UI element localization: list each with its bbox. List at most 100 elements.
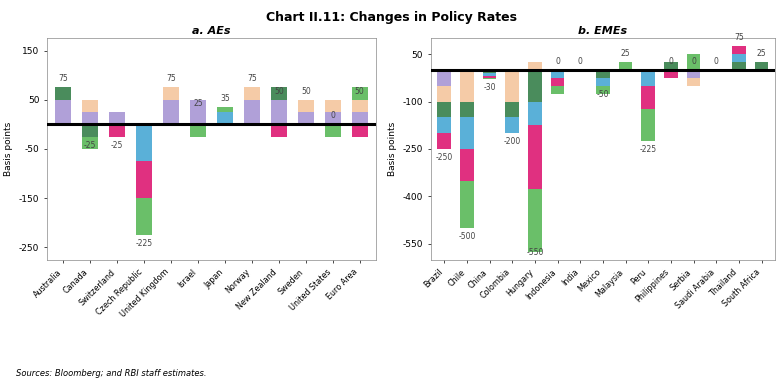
Bar <box>460 70 474 102</box>
Bar <box>596 70 610 78</box>
Bar <box>687 78 700 86</box>
Bar <box>550 86 565 94</box>
Bar <box>506 117 519 133</box>
Bar <box>298 112 314 125</box>
Bar <box>687 70 700 78</box>
Bar <box>136 125 152 161</box>
Bar <box>528 102 542 125</box>
Bar <box>136 198 152 235</box>
Bar <box>460 149 474 181</box>
Text: 75: 75 <box>734 33 744 42</box>
Text: -500: -500 <box>458 232 475 241</box>
Bar <box>732 54 745 62</box>
Bar <box>528 62 542 70</box>
Bar <box>438 102 451 117</box>
Bar <box>55 100 71 125</box>
Bar <box>755 62 768 70</box>
Bar <box>55 87 71 100</box>
Bar <box>82 137 98 149</box>
Bar <box>109 112 125 125</box>
Text: 0: 0 <box>669 57 673 66</box>
Text: -25: -25 <box>84 141 96 150</box>
Bar <box>217 107 233 112</box>
Bar <box>664 62 678 70</box>
Text: 75: 75 <box>166 74 176 83</box>
Bar <box>483 78 496 79</box>
Bar <box>271 100 287 125</box>
Bar <box>528 125 542 189</box>
Bar <box>483 73 496 76</box>
Bar <box>189 100 206 125</box>
Bar <box>664 70 678 78</box>
Text: 0: 0 <box>555 57 560 66</box>
Text: 25: 25 <box>756 49 767 58</box>
Bar <box>352 87 368 100</box>
Bar <box>109 125 125 137</box>
Bar <box>82 125 98 137</box>
Bar <box>438 70 451 86</box>
Bar <box>352 100 368 112</box>
Text: -50: -50 <box>597 90 609 99</box>
Bar <box>438 86 451 102</box>
Bar <box>460 102 474 117</box>
Text: 50: 50 <box>274 87 283 96</box>
Text: -30: -30 <box>483 83 496 92</box>
Bar <box>550 78 565 86</box>
Text: 50: 50 <box>355 87 365 96</box>
Legend: Q2:2023, Q3:2023, Q4:2023, Q1:2024, Q2:2024, Q3:2024 (till Sep 19, 2024): Q2:2023, Q3:2023, Q4:2023, Q1:2024, Q2:2… <box>431 381 600 382</box>
Bar <box>528 189 542 252</box>
Bar <box>596 86 610 94</box>
Bar <box>687 54 700 70</box>
Bar <box>163 100 179 125</box>
Bar <box>506 70 519 102</box>
Bar <box>352 112 368 125</box>
Bar <box>189 125 206 137</box>
Text: -225: -225 <box>135 239 153 248</box>
Bar <box>163 87 179 100</box>
Text: -250: -250 <box>435 153 453 162</box>
Bar <box>596 78 610 86</box>
Bar <box>325 125 341 137</box>
Text: 35: 35 <box>220 94 229 103</box>
Text: -225: -225 <box>640 145 657 154</box>
Title: b. EMEs: b. EMEs <box>579 26 627 36</box>
Text: 0: 0 <box>330 112 335 120</box>
Bar <box>528 70 542 102</box>
Bar <box>271 125 287 137</box>
Text: 75: 75 <box>58 74 68 83</box>
Bar <box>732 62 745 70</box>
Text: 0: 0 <box>578 57 583 66</box>
Text: 25: 25 <box>621 49 630 58</box>
Bar <box>641 109 655 141</box>
Legend: Q2:2023, Q3:2023, Q4:2023, Q1:2024, Q2:2024, Q3:2024 (till Sep 19, 2024): Q2:2023, Q3:2023, Q4:2023, Q1:2024, Q2:2… <box>47 381 216 382</box>
Bar <box>641 70 655 86</box>
Bar <box>217 112 233 125</box>
Bar <box>271 87 287 100</box>
Bar <box>506 102 519 117</box>
Bar <box>352 125 368 137</box>
Bar <box>460 117 474 149</box>
Title: a. AEs: a. AEs <box>192 26 231 36</box>
Bar <box>244 100 260 125</box>
Y-axis label: Basis points: Basis points <box>4 122 13 176</box>
Bar <box>438 133 451 149</box>
Bar <box>732 46 745 54</box>
Text: Sources: Bloomberg; and RBI staff estimates.: Sources: Bloomberg; and RBI staff estima… <box>16 369 206 378</box>
Bar <box>82 112 98 125</box>
Text: 0: 0 <box>691 57 696 66</box>
Text: Chart II.11: Changes in Policy Rates: Chart II.11: Changes in Policy Rates <box>266 11 517 24</box>
Bar <box>298 100 314 112</box>
Bar <box>460 181 474 228</box>
Bar <box>325 112 341 125</box>
Bar <box>325 100 341 112</box>
Text: -550: -550 <box>526 248 543 257</box>
Bar <box>619 62 633 70</box>
Bar <box>136 161 152 198</box>
Bar <box>244 87 260 100</box>
Bar <box>483 70 496 73</box>
Text: 25: 25 <box>193 99 203 108</box>
Bar <box>483 76 496 78</box>
Text: 0: 0 <box>714 57 719 66</box>
Text: -25: -25 <box>111 141 123 150</box>
Text: -200: -200 <box>503 137 521 146</box>
